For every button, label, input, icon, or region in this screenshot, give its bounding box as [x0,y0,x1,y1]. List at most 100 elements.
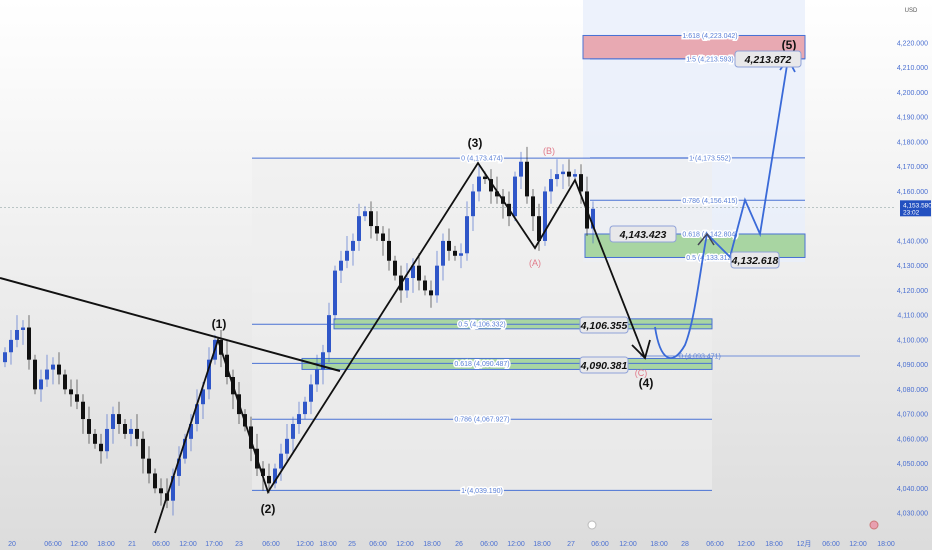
corrective-wave-label: (B) [543,146,555,156]
fib-right-label: 1.618 (4,223.042) [682,33,737,40]
fib-left-label: 0 (4,173.474) [461,156,503,163]
elliott-wave-path [154,161,646,534]
x-tick-label: 21 [128,541,136,548]
fib-right-label: 1 (4,173.552) [689,155,731,162]
x-tick-label: 12:00 [179,541,197,548]
price-tag-box [579,316,629,334]
candle-up [171,475,175,501]
price-tag-box [734,50,802,68]
price-tag: 4,213.872 [744,54,792,66]
candle-up [21,327,25,330]
candle-down [387,240,391,261]
wave-label: (5) [782,38,797,52]
candle-up [303,401,307,415]
x-tick-label: 12:00 [619,541,637,548]
candle-down [93,433,97,444]
x-tick-label: 18:00 [319,541,337,548]
candle-down [147,458,151,474]
y-tick-label: 4,110.000 [897,313,928,320]
candle-down [423,280,427,291]
candle-up [351,240,355,251]
candle-down [375,226,379,234]
candle-down [33,359,37,390]
y-tick-label: 4,060.000 [897,436,928,443]
x-tick-label: 18:00 [877,541,895,548]
x-tick-label: 06:00 [44,541,62,548]
x-tick-label: 06:00 [369,541,387,548]
wave-label: (4) [639,376,654,390]
candle-down [63,374,67,390]
candle-down [87,419,91,434]
price-tag: 4,106.355 [580,320,628,332]
x-tick-label: 06:00 [706,541,724,548]
price-tag: 4,090.381 [580,360,628,372]
candle-down [159,488,163,494]
candle-up [321,352,325,370]
candle-up [441,240,445,266]
y-tick-label: 4,210.000 [897,65,928,72]
candle-down [381,233,385,241]
candle-up [339,260,343,271]
candle-down [489,179,493,192]
fib-left-label: 0.618 (4,090.487) [454,361,509,368]
y-tick-label: 4,100.000 [897,337,928,344]
x-tick-label: 18:00 [423,541,441,548]
fib-extra-label: 0 (4,093.471) [679,354,721,361]
y-tick-label: 4,170.000 [897,164,928,171]
x-tick-label: 06:00 [152,541,170,548]
x-tick-label: 12:00 [296,541,314,548]
fib-right-label: 0.618 (4,142.804) [682,231,737,238]
candle-up [549,179,553,192]
x-tick-label: 26 [455,541,463,548]
candle-down [141,438,145,459]
candle-up [477,176,481,192]
candle-up [45,369,49,380]
price-tag-box [579,356,629,374]
candle-down [453,250,457,256]
candle-down [525,161,529,197]
candle-up [315,369,319,385]
candle-up [591,208,595,229]
candle-up [51,364,55,370]
candle-down [81,401,85,420]
candle-down [261,468,265,476]
candle-up [459,253,463,256]
candle-up [405,278,409,291]
y-tick-label: 4,050.000 [897,461,928,468]
x-tick-label: 17:00 [205,541,223,548]
currency-label: USD [905,8,918,14]
candle-down [531,196,535,217]
candle-up [129,428,133,434]
current-price-countdown: 23:02 [903,209,920,216]
x-tick-label: 06:00 [591,541,609,548]
candle-down [369,211,373,227]
wave-label: (3) [468,136,483,150]
fib-left-label: 0.786 (4,067.927) [454,417,509,424]
candle-up [195,404,199,424]
fib-left-label: 1 (4,039.190) [461,488,503,495]
x-tick-label: 12:00 [737,541,755,548]
candle-down [537,216,541,241]
y-tick-label: 4,200.000 [897,90,928,97]
y-tick-label: 4,130.000 [897,263,928,270]
candle-down [579,174,583,192]
candles [3,146,595,516]
price-tag-box [730,251,780,269]
candle-down [495,191,499,197]
candle-down [393,260,397,276]
price-tag-box [609,225,677,243]
wave-label: (1) [212,317,227,331]
y-tick-label: 4,190.000 [897,115,928,122]
candle-up [177,458,181,476]
candle-down [57,364,61,375]
candle-up [471,191,475,217]
candle-down [135,428,139,439]
fib-right-label: 1.5 (4,213.593) [686,56,733,63]
x-tick-label: 18:00 [765,541,783,548]
x-tick-label: 18:00 [97,541,115,548]
candle-down [429,290,433,296]
y-tick-label: 4,090.000 [897,362,928,369]
fib-left-label: 0.5 (4,106.332) [458,322,505,329]
candle-up [3,352,7,363]
